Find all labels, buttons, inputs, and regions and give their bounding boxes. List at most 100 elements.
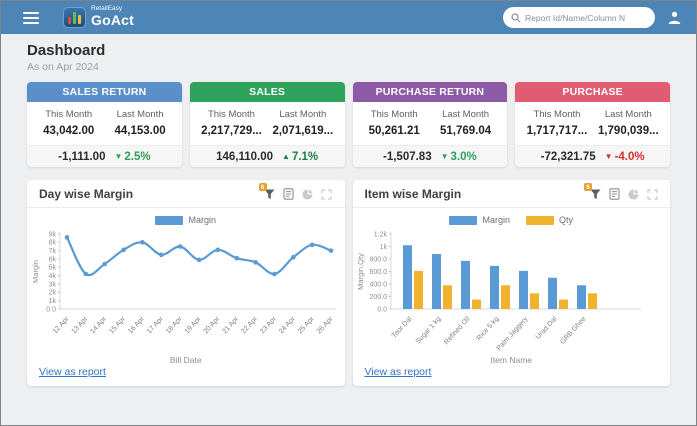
data-point (309, 242, 315, 248)
x-tick-label: 24 Apr (278, 315, 297, 335)
brand-barchart-icon (63, 7, 86, 28)
legend-swatch (526, 215, 554, 225)
y-tick-label: 600.0 (370, 269, 388, 276)
y-tick-label: 200.0 (370, 294, 388, 301)
last-month-label: Last Month (116, 109, 164, 120)
trend-down-icon: ▼ (440, 152, 449, 161)
last-month-label: Last Month (442, 109, 490, 120)
bar-margin (519, 270, 529, 309)
kpi-card-sales-return: SALES RETURN This Month 43,042.00 Last Mo… (27, 82, 182, 167)
bar-margin (490, 265, 500, 309)
filter-count-badge: 6 (584, 183, 592, 191)
x-tick-label: Rice 5 kg (476, 316, 501, 342)
legend-item-qty[interactable]: Qty (526, 215, 573, 225)
this-month-value: 1,717,717... (526, 125, 588, 137)
trend-percent: 3.0% (450, 150, 477, 163)
data-point (64, 235, 70, 240)
y-tick-label: 3k (48, 281, 56, 288)
legend-item-margin[interactable]: Margin (449, 215, 510, 225)
x-tick-label: 18 Apr (165, 315, 184, 335)
x-axis-title: Bill Date (169, 355, 202, 365)
y-tick-label: 1.2k (374, 231, 388, 238)
expand-icon[interactable] (321, 188, 333, 200)
x-tick-label: 22 Apr (240, 315, 259, 335)
y-tick-label: 2k (48, 290, 56, 297)
delta-value: 146,110.00 (216, 150, 274, 163)
y-tick-label: 400.0 (370, 281, 388, 288)
view-as-report-link[interactable]: View as report (364, 366, 432, 378)
x-tick-label: Refined Oil (443, 315, 472, 346)
bar-qty (501, 285, 511, 309)
y-tick-label: 0.0 (46, 306, 56, 313)
panel-item-wise-margin: Item wise Margin 6 Margin (352, 180, 671, 386)
search-input[interactable] (525, 12, 647, 23)
user-profile-button[interactable] (667, 10, 682, 25)
bar-qty (472, 299, 482, 309)
x-tick-label: GRB Ghee (560, 316, 588, 346)
delta-value: -72,321.75 (540, 150, 596, 163)
day-wise-margin-chart: 0.0 1k 2k 3k 4k 5k 6k 7k 8k 9k Margin 12 Apr 13 Apr 1… (27, 227, 345, 361)
bar-margin (403, 245, 413, 309)
user-icon (668, 11, 681, 24)
x-tick-label: Toor Dal (391, 315, 414, 339)
trend-percent: 2.5% (124, 150, 151, 163)
x-tick-label: 25 Apr (297, 315, 316, 335)
top-navbar: RetailEasy GoAct (1, 1, 696, 34)
x-tick-label: 20 Apr (202, 315, 221, 335)
y-tick-label: 0.0 (378, 306, 388, 313)
app-logo: RetailEasy GoAct (63, 5, 134, 30)
kpi-card-purchase: PURCHASE This Month 1,717,717... Last Mon… (515, 82, 670, 167)
y-tick-label: 4k (48, 273, 56, 280)
data-point (290, 255, 296, 260)
trend-percent: -4.0% (614, 150, 645, 163)
y-tick-label: 8k (48, 240, 56, 247)
kpi-card-footer: -72,321.75 ▼ -4.0% (515, 145, 670, 167)
data-point (253, 260, 258, 265)
view-as-report-link[interactable]: View as report (39, 366, 106, 378)
y-tick-label: 800.0 (370, 256, 388, 263)
pie-chart-icon[interactable] (302, 188, 314, 200)
page-header: Dashboard As on Apr 2024 (27, 42, 670, 73)
last-month-label: Last Month (279, 109, 327, 120)
data-point (102, 261, 107, 267)
export-icon[interactable] (608, 188, 620, 200)
panel-day-wise-margin: Day wise Margin 6 Margin (27, 180, 345, 386)
this-month-label: This Month (45, 109, 93, 120)
bar-margin (461, 260, 471, 309)
data-point (139, 240, 145, 245)
filter-count-badge: 6 (258, 183, 267, 191)
pie-chart-icon[interactable] (627, 188, 639, 200)
y-tick-label: 5k (48, 265, 56, 272)
y-tick-label: 6k (48, 256, 56, 263)
panel-title: Day wise Margin (39, 187, 134, 201)
this-month-value: 43,042.00 (43, 125, 95, 137)
legend-item-margin[interactable]: Margin (155, 215, 216, 225)
kpi-card-footer: -1,507.83 ▼ 3.0% (352, 145, 508, 167)
page-subtitle: As on Apr 2024 (27, 61, 99, 73)
panel-title: Item wise Margin (364, 187, 462, 201)
x-tick-label: 13 Apr (70, 315, 89, 335)
y-tick-label: 9k (48, 231, 56, 238)
this-month-label: This Month (207, 109, 255, 120)
data-point (215, 247, 220, 253)
item-wise-margin-chart: 0.0 200.0 400.0 600.0 800.0 1k 1.2k Margin,Qty T… (353, 227, 671, 361)
trend-percent: 7.1% (291, 150, 319, 163)
kpi-card-title: PURCHASE (515, 82, 670, 102)
x-tick-label: 14 Apr (89, 315, 108, 335)
kpi-card-footer: 146,110.00 ▲ 7.1% (189, 145, 345, 167)
last-month-value: 51,769.04 (439, 125, 492, 137)
kpi-card-title: SALES RETURN (27, 82, 182, 102)
bar-margin (548, 277, 558, 309)
expand-icon[interactable] (646, 188, 658, 200)
hamburger-menu-icon[interactable] (23, 11, 39, 24)
x-tick-label: Urad Dal (535, 315, 559, 341)
y-axis-title: Margin (31, 260, 40, 283)
filter-icon[interactable]: 6 (584, 183, 601, 200)
filter-icon[interactable]: 6 (258, 183, 276, 200)
kpi-card-purchase-return: PURCHASE RETURN This Month 50,261.21 Last… (352, 82, 508, 167)
search-box[interactable] (503, 7, 655, 28)
data-point (328, 248, 334, 253)
this-month-label: This Month (370, 109, 418, 120)
export-icon[interactable] (283, 188, 295, 200)
